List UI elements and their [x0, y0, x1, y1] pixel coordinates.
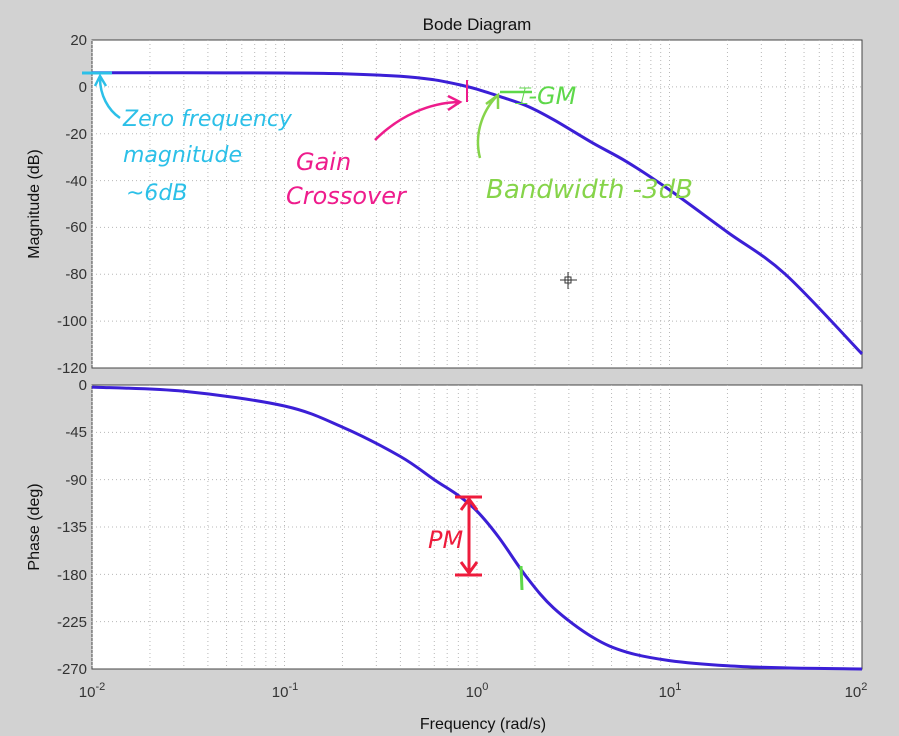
gain-crossover-text-line-1: Gain [296, 148, 351, 176]
mag-tick-label: 20 [70, 32, 87, 49]
phase-tick-label: -225 [57, 614, 87, 631]
mag-tick-label: -20 [65, 126, 87, 143]
x-tick-label: 100 [466, 681, 489, 701]
zero-freq-arrow [93, 73, 121, 120]
mag-tick-label: -60 [65, 219, 87, 236]
gain-margin-text: ⌶-GM [514, 82, 577, 110]
phase-y-label: Phase (deg) [26, 483, 43, 570]
phase-tick-label: -180 [57, 567, 87, 584]
phase-margin-annotation: PM [428, 495, 524, 591]
gain-crossover-text-line-2: Crossover [286, 182, 408, 210]
phase-crossover-marker [519, 565, 524, 591]
x-tick-label: 101 [659, 681, 682, 701]
magnitude-y-label: Magnitude (dB) [26, 149, 43, 258]
phase-tick-label: -90 [65, 472, 87, 489]
mag-tick-label: -80 [65, 266, 87, 283]
phase-tick-label: -270 [57, 661, 87, 678]
phase-series-line [91, 385, 863, 671]
zero-freq-text-line-2: magnitude [123, 143, 242, 168]
magnitude-grid [91, 40, 862, 368]
chart-title: Bode Diagram [423, 15, 532, 34]
x-tick-label: 10-1 [272, 681, 298, 701]
phase-tick-label: -135 [57, 519, 87, 536]
pm-arrow-heads [459, 496, 479, 576]
mag-tick-label: -40 [65, 173, 87, 190]
x-tick-label: 10-2 [79, 681, 105, 701]
x-ticks: 10-2 10-1 100 101 102 [79, 681, 868, 701]
mag-tick-label: -100 [57, 313, 87, 330]
gain-crossover-annotation: Gain Crossover [286, 80, 468, 210]
gain-margin-annotation: ⌶-GM [500, 82, 577, 110]
phase-y-ticks: 0 -45 -90 -135 -180 -225 -270 [57, 377, 87, 678]
zero-freq-text-line-3: ~6dB [126, 181, 188, 206]
zero-freq-text-line-1: Zero frequency [122, 107, 293, 132]
gain-crossover-arrow [374, 94, 463, 141]
phase-tick-label: -45 [65, 424, 87, 441]
mag-tick-label: -120 [57, 360, 87, 377]
bandwidth-arrow [476, 92, 500, 159]
mag-tick-label: 0 [79, 79, 87, 96]
bandwidth-text: Bandwidth -3dB [486, 175, 693, 205]
zero-frequency-annotation: Zero frequency magnitude ~6dB [82, 71, 293, 206]
magnitude-y-ticks: 20 0 -20 -40 -60 -80 -100 -120 [57, 32, 87, 377]
bandwidth-annotation: Bandwidth -3dB [476, 92, 693, 205]
pm-text: PM [428, 526, 463, 554]
x-axis-label: Frequency (rad/s) [420, 716, 546, 733]
phase-tick-label: 0 [79, 377, 87, 394]
x-tick-label: 102 [845, 681, 868, 701]
crosshair-cursor-icon [560, 272, 577, 289]
